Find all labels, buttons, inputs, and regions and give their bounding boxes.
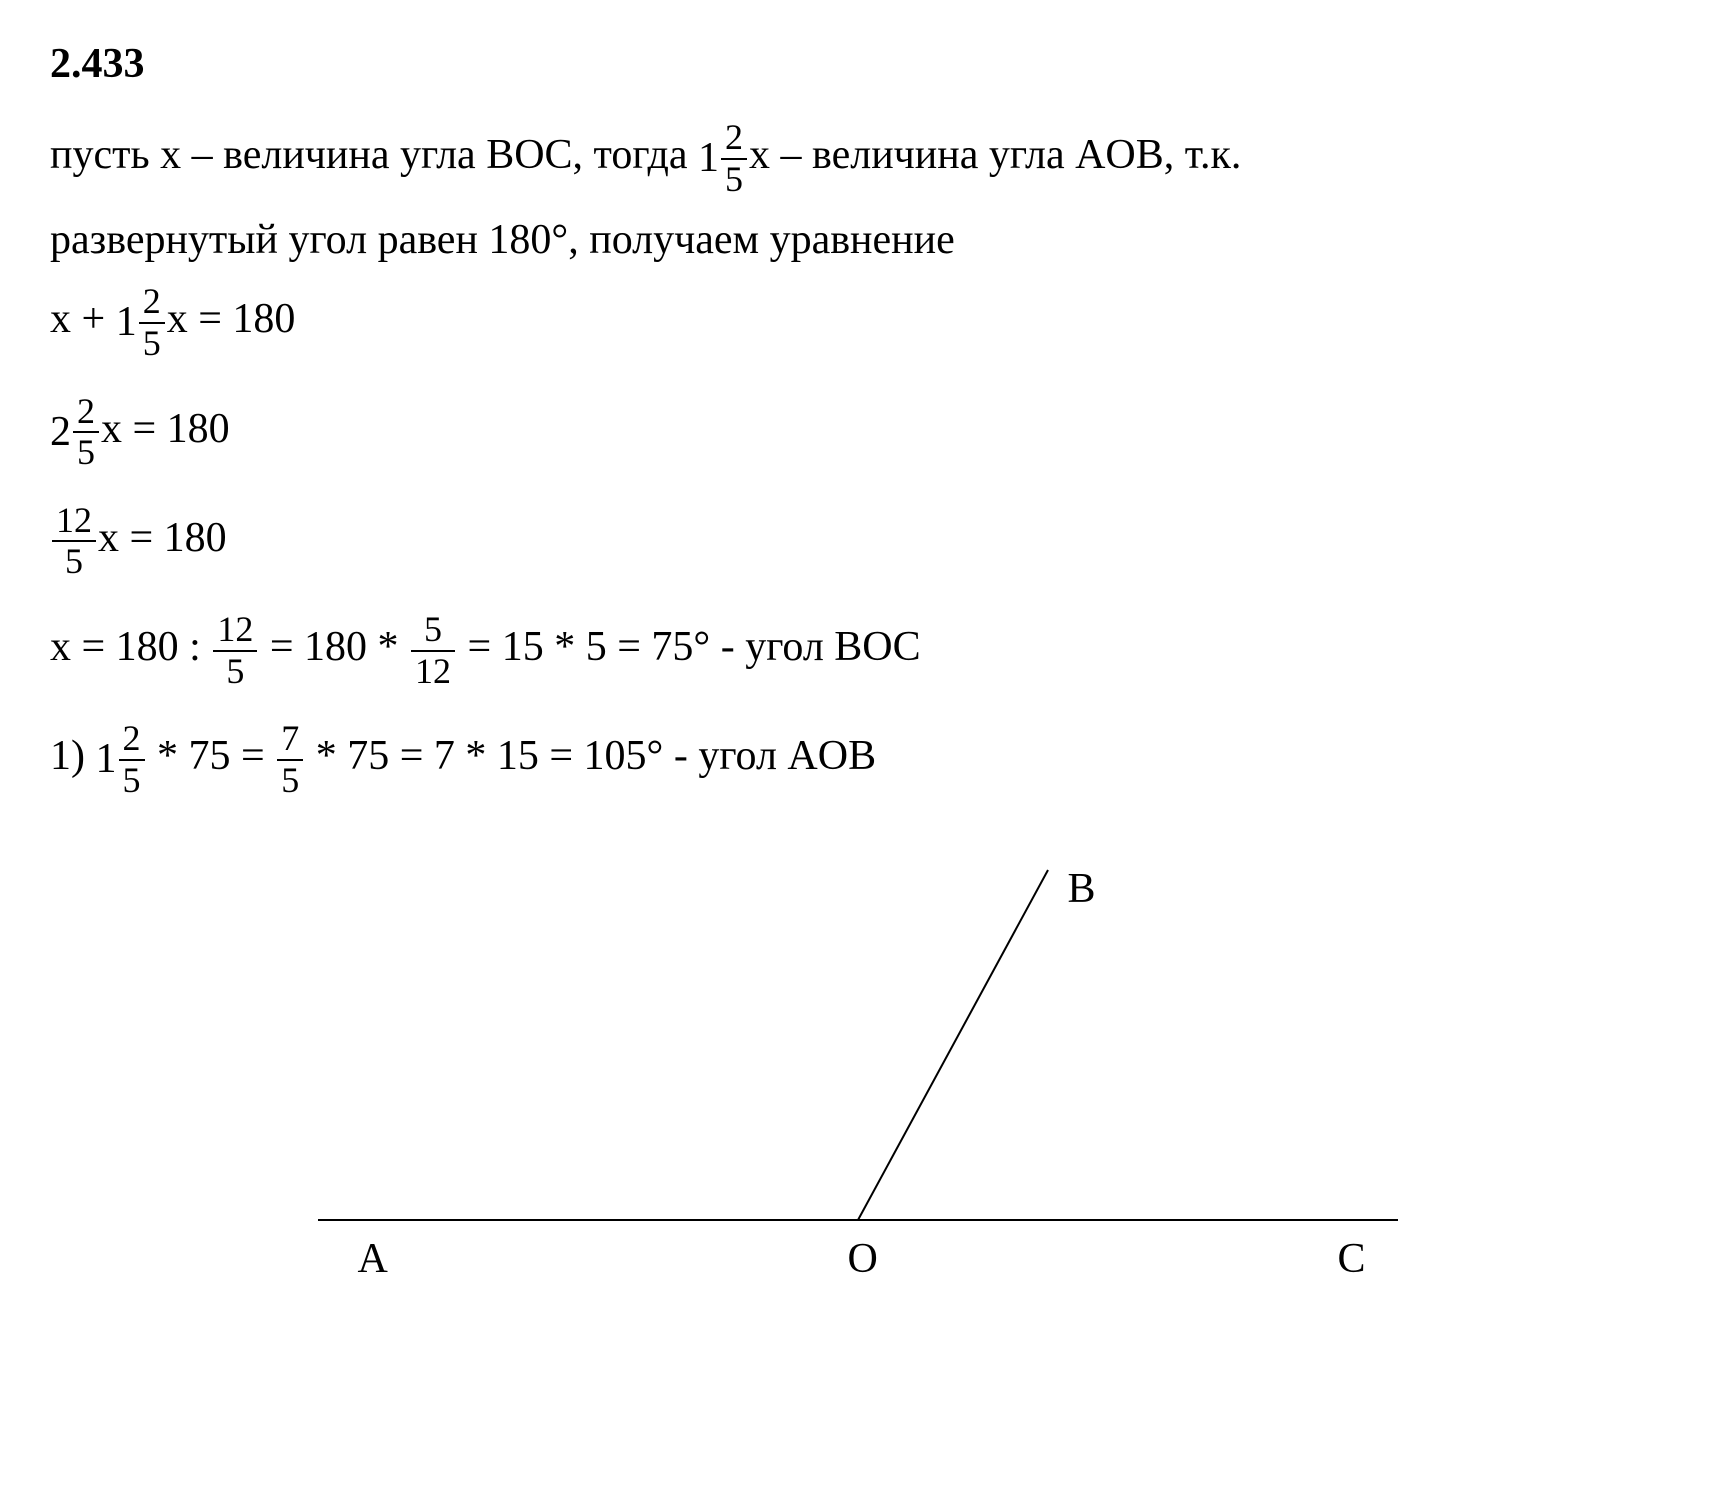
text-part: = 180 *: [259, 624, 409, 670]
fraction: 25: [119, 719, 145, 800]
denominator: 5: [721, 160, 747, 200]
denominator: 5: [139, 324, 165, 364]
text-part: пусть x – величина угла BOC, тогда: [50, 132, 698, 178]
intro-line-2: развернутый угол равен 180°, получаем ур…: [50, 207, 1665, 274]
point-label-a: A: [358, 1235, 388, 1283]
numerator: 2: [721, 118, 747, 160]
text-part: x = 180 :: [50, 624, 211, 670]
angle-diagram-container: A O C B: [50, 850, 1665, 1280]
equation-1: x + 125x = 180: [50, 282, 1665, 363]
denominator: 5: [119, 761, 145, 801]
numerator: 5: [411, 610, 455, 652]
angle-diagram: A O C B: [308, 850, 1408, 1280]
fraction: 25: [139, 282, 165, 363]
angle-svg: [308, 850, 1408, 1280]
equation-3: 125x = 180: [50, 501, 1665, 582]
fraction: 75: [277, 719, 303, 800]
denominator: 5: [73, 433, 99, 473]
denominator: 5: [213, 652, 257, 692]
fraction: 125: [52, 501, 96, 582]
equation-5: 1) 125 * 75 = 75 * 75 = 7 * 15 = 105° - …: [50, 719, 1665, 800]
denominator: 5: [52, 542, 96, 582]
numerator: 12: [52, 501, 96, 543]
point-label-o: O: [848, 1235, 878, 1283]
numerator: 7: [277, 719, 303, 761]
text-part: x = 180: [101, 406, 230, 452]
mixed-integer: 2: [50, 408, 71, 454]
problem-number: 2.433: [50, 40, 1665, 88]
equation-2: 225x = 180: [50, 392, 1665, 473]
text-part: x – величина угла AOB, т.к.: [749, 132, 1241, 178]
fraction: 512: [411, 610, 455, 691]
numerator: 2: [119, 719, 145, 761]
denominator: 12: [411, 652, 455, 692]
fraction: 125: [213, 610, 257, 691]
text-part: 1): [50, 733, 96, 779]
equation-4: x = 180 : 125 = 180 * 512 = 15 * 5 = 75°…: [50, 610, 1665, 691]
point-label-c: C: [1338, 1235, 1366, 1283]
numerator: 12: [213, 610, 257, 652]
mixed-integer: 1: [96, 736, 117, 782]
text-part: * 75 =: [147, 733, 276, 779]
denominator: 5: [277, 761, 303, 801]
point-label-b: B: [1068, 865, 1096, 913]
text-part: x = 180: [98, 515, 227, 561]
mixed-integer: 1: [698, 135, 719, 181]
fraction: 25: [721, 118, 747, 199]
text-part: x = 180: [167, 297, 296, 343]
text-part: x +: [50, 297, 116, 343]
fraction: 25: [73, 392, 99, 473]
numerator: 2: [139, 282, 165, 324]
numerator: 2: [73, 392, 99, 434]
text-part: = 15 * 5 = 75° - угол BOC: [457, 624, 921, 670]
text-part: * 75 = 7 * 15 = 105° - угол AOB: [305, 733, 876, 779]
mixed-integer: 1: [116, 299, 137, 345]
intro-line-1: пусть x – величина угла BOC, тогда 125x …: [50, 118, 1665, 199]
